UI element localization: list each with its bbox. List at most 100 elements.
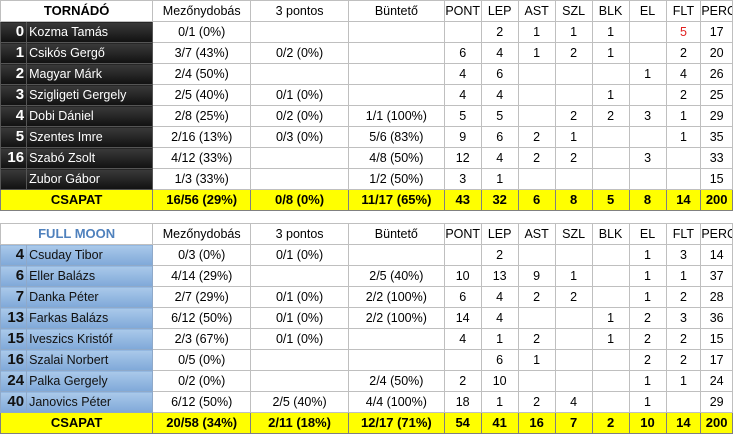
jersey-number: 16 [0, 147, 28, 169]
stat-ast: 2 [517, 126, 556, 148]
jersey-number: 15 [0, 328, 28, 350]
stat-blk [591, 370, 630, 392]
column-header: FLT [665, 223, 702, 245]
stat-lep: 1 [480, 391, 519, 413]
stat-ast: 9 [517, 265, 556, 287]
stat-el: 2 [628, 328, 667, 350]
stat-tp [250, 349, 349, 371]
stat-lep: 10 [480, 370, 519, 392]
player-row: 40 Janovics Péter 6/12 (50%) 2/5 (40%) 4/4 (… [0, 391, 733, 413]
stat-tp [250, 147, 350, 169]
jersey-number: 2 [0, 63, 28, 85]
stat-ast [517, 105, 556, 127]
stat-fg: 1/3 (33%) [152, 168, 252, 190]
stat-pont: 4 [443, 63, 482, 85]
column-header: Mezőnydobás [152, 0, 252, 22]
stat-blk [591, 244, 630, 266]
stat-flt: 5 [665, 21, 702, 43]
stat-ast [517, 63, 556, 85]
stat-el: 2 [628, 307, 667, 329]
jersey-number: 13 [0, 307, 28, 329]
total-ast: 6 [517, 189, 556, 211]
jersey-number: 6 [0, 265, 28, 287]
stat-szl [554, 307, 593, 329]
total-tp: 0/8 (0%) [250, 189, 350, 211]
header-row: TORNÁDÓ Mezőnydobás 3 pontos Büntető PONT LEP… [0, 0, 733, 22]
player-row: 2 Magyar Márk 2/4 (50%) 4 6 1 4 26 [0, 63, 733, 85]
stat-fg: 0/1 (0%) [152, 21, 252, 43]
stat-pont: 2 [443, 370, 482, 392]
column-header: Mezőnydobás [152, 223, 252, 245]
stat-lep: 5 [480, 105, 519, 127]
player-row: 4 Dobi Dániel 2/8 (25%) 0/2 (0%) 1/1 (100%) 5… [0, 105, 733, 127]
total-fg: 16/56 (29%) [152, 189, 252, 211]
stat-ast: 2 [517, 147, 556, 169]
total-lep: 41 [480, 412, 519, 434]
player-row: 16 Szabó Zsolt 4/12 (33%) 4/8 (50%) 12 4 2 2 3 33 [0, 147, 733, 169]
stat-tp: 0/2 (0%) [250, 42, 350, 64]
total-lep: 32 [480, 189, 519, 211]
column-header: SZL [554, 0, 593, 22]
jersey-number: 16 [0, 349, 28, 371]
header-row: FULL MOON Mezőnydobás 3 pontos Büntető PONT L… [0, 223, 733, 245]
stat-pont: 6 [443, 286, 482, 308]
stat-ast [517, 370, 556, 392]
stat-fg: 2/7 (29%) [152, 286, 252, 308]
stat-blk [591, 286, 630, 308]
stat-blk: 1 [591, 21, 630, 43]
total-pont: 54 [443, 412, 482, 434]
player-row: 5 Szentes Imre 2/16 (13%) 0/3 (0%) 5/6 (83%)… [0, 126, 733, 148]
stat-el: 1 [628, 391, 667, 413]
stat-szl: 4 [554, 391, 593, 413]
player-name: Eller Balázs [26, 265, 154, 287]
total-label: CSAPAT [0, 412, 154, 434]
stat-el [628, 21, 667, 43]
stat-ast [517, 168, 556, 190]
total-szl: 8 [554, 189, 593, 211]
column-header: AST [517, 0, 556, 22]
stat-tp: 0/1 (0%) [250, 244, 349, 266]
stat-perc: 25 [700, 84, 733, 106]
stat-pont: 18 [443, 391, 482, 413]
jersey-number: 40 [0, 391, 28, 413]
stat-lep: 6 [480, 126, 519, 148]
stat-ast: 2 [517, 286, 556, 308]
jersey-number: 7 [0, 286, 28, 308]
stat-lep: 13 [480, 265, 519, 287]
jersey-number: 3 [0, 84, 28, 106]
stat-pont [443, 21, 482, 43]
total-flt: 14 [665, 189, 702, 211]
stat-fg: 2/4 (50%) [152, 63, 252, 85]
stat-fg: 2/16 (13%) [152, 126, 252, 148]
stat-lep: 4 [480, 147, 519, 169]
stat-szl: 2 [554, 105, 593, 127]
stat-tp: 0/1 (0%) [250, 84, 350, 106]
stat-fg: 0/2 (0%) [152, 370, 252, 392]
stat-lep: 6 [480, 349, 519, 371]
player-name: Magyar Márk [26, 63, 154, 85]
stat-el: 1 [628, 244, 667, 266]
column-header: SZL [554, 223, 593, 245]
stat-lep: 4 [480, 84, 519, 106]
stat-fg: 0/3 (0%) [152, 244, 252, 266]
jersey-number: 0 [0, 21, 28, 43]
stat-flt: 4 [665, 63, 702, 85]
stat-pont [443, 244, 482, 266]
column-header: Büntető [348, 223, 445, 245]
stat-tp: 0/3 (0%) [250, 126, 350, 148]
stat-fg: 2/5 (40%) [152, 84, 252, 106]
total-blk: 5 [591, 189, 630, 211]
team-name: FULL MOON [0, 223, 154, 245]
column-header: AST [517, 223, 556, 245]
stat-szl [554, 370, 593, 392]
stat-blk [591, 147, 630, 169]
stat-ast: 1 [517, 349, 556, 371]
player-row: 24 Palka Gergely 0/2 (0%) 2/4 (50%) 2 10 1 1 24 [0, 370, 733, 392]
column-header: BLK [591, 223, 630, 245]
column-header: FLT [665, 0, 702, 22]
jersey-number: 5 [0, 126, 28, 148]
stat-el: 1 [628, 370, 667, 392]
stat-ast [517, 84, 556, 106]
stat-tp [250, 21, 350, 43]
stat-perc: 29 [700, 105, 733, 127]
